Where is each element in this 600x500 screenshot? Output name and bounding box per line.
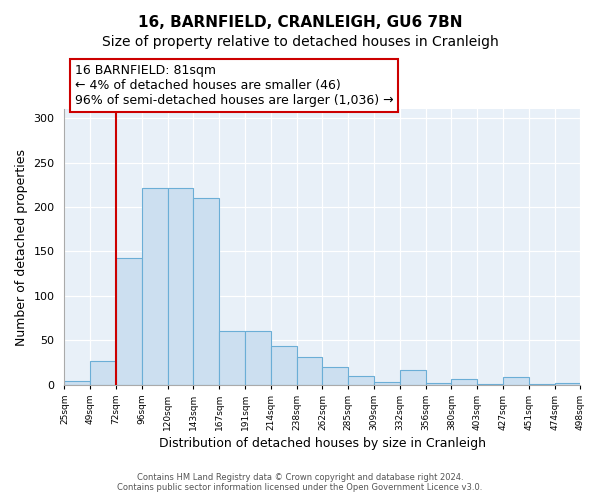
Bar <box>296 357 322 384</box>
Bar <box>193 198 219 384</box>
Bar <box>245 332 271 384</box>
Text: Size of property relative to detached houses in Cranleigh: Size of property relative to detached ho… <box>101 35 499 49</box>
Bar <box>554 383 580 384</box>
Bar <box>64 381 90 384</box>
Bar <box>271 346 296 385</box>
Bar <box>90 360 116 384</box>
Bar <box>348 376 374 384</box>
Bar <box>451 380 477 384</box>
Bar <box>503 376 529 384</box>
Text: 16, BARNFIELD, CRANLEIGH, GU6 7BN: 16, BARNFIELD, CRANLEIGH, GU6 7BN <box>138 15 462 30</box>
Bar <box>374 382 400 384</box>
Bar <box>142 188 167 384</box>
Text: 16 BARNFIELD: 81sqm
← 4% of detached houses are smaller (46)
96% of semi-detache: 16 BARNFIELD: 81sqm ← 4% of detached hou… <box>75 64 394 106</box>
Text: Contains HM Land Registry data © Crown copyright and database right 2024.
Contai: Contains HM Land Registry data © Crown c… <box>118 473 482 492</box>
Bar <box>167 188 193 384</box>
X-axis label: Distribution of detached houses by size in Cranleigh: Distribution of detached houses by size … <box>159 437 486 450</box>
Bar <box>322 367 348 384</box>
Bar <box>425 383 451 384</box>
Bar <box>219 332 245 384</box>
Y-axis label: Number of detached properties: Number of detached properties <box>15 148 28 346</box>
Bar <box>116 258 142 384</box>
Bar <box>400 370 425 384</box>
